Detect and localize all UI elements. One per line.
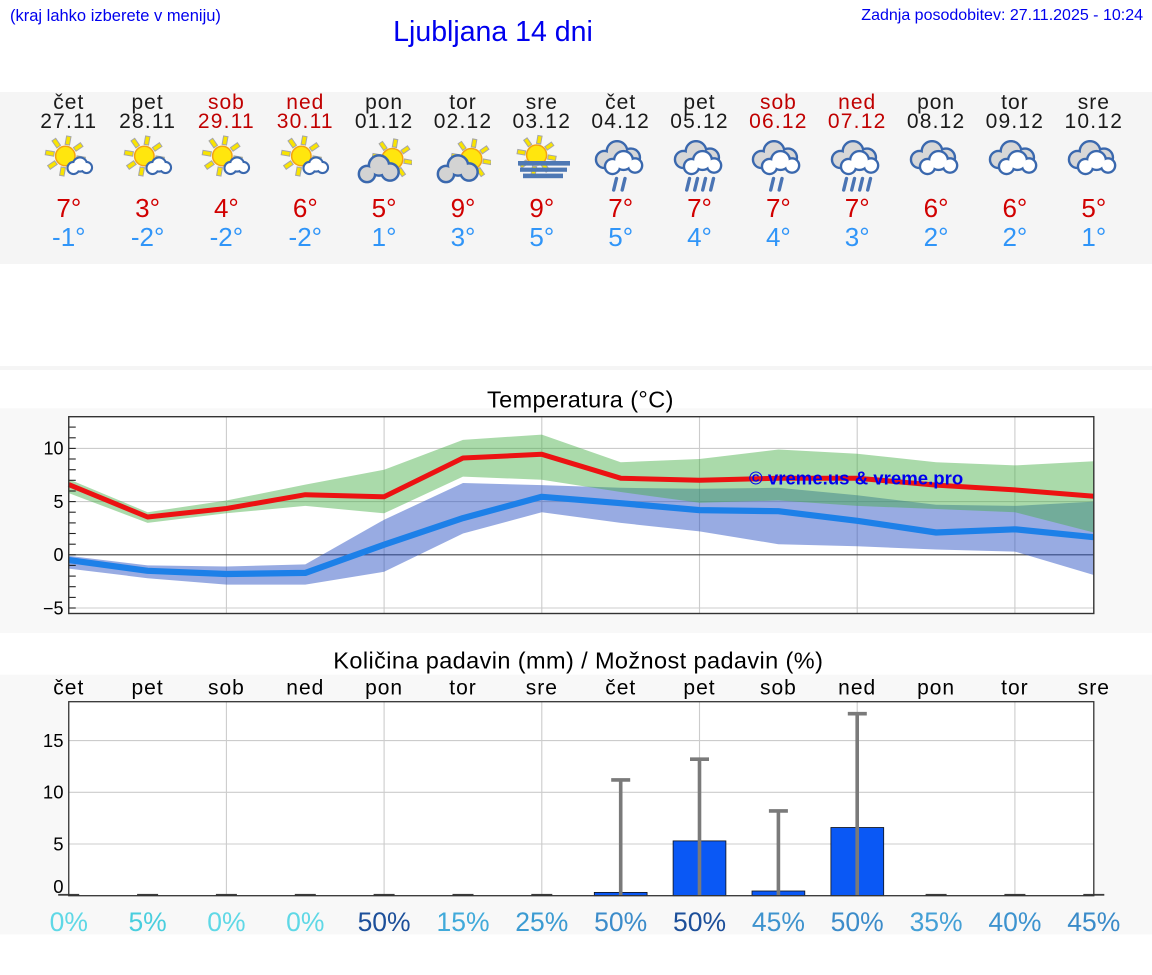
svg-text:0%: 0%: [207, 907, 245, 937]
svg-text:45%: 45%: [752, 907, 805, 937]
svg-text:čet: čet: [605, 677, 636, 700]
svg-text:0%: 0%: [286, 907, 324, 937]
svg-text:čet: čet: [53, 677, 84, 700]
svg-text:ned: ned: [286, 677, 324, 700]
svg-text:pon: pon: [917, 677, 955, 700]
svg-text:50%: 50%: [831, 907, 884, 937]
svg-text:pet: pet: [131, 677, 163, 700]
svg-text:0: 0: [53, 876, 63, 897]
svg-text:35%: 35%: [910, 907, 963, 937]
svg-text:40%: 40%: [988, 907, 1041, 937]
svg-text:sre: sre: [526, 677, 558, 700]
svg-text:0: 0: [53, 545, 63, 565]
svg-text:50%: 50%: [673, 907, 726, 937]
svg-text:Količina padavin (mm) / Možnos: Količina padavin (mm) / Možnost padavin …: [333, 647, 823, 673]
svg-text:50%: 50%: [594, 907, 647, 937]
svg-text:pet: pet: [683, 677, 715, 700]
svg-text:© vreme.us & vreme.pro: © vreme.us & vreme.pro: [749, 467, 963, 488]
svg-text:15%: 15%: [436, 907, 489, 937]
svg-text:25%: 25%: [515, 907, 568, 937]
svg-text:10: 10: [43, 782, 64, 803]
svg-text:50%: 50%: [358, 907, 411, 937]
svg-text:pon: pon: [365, 677, 403, 700]
svg-text:5: 5: [53, 492, 63, 512]
svg-text:tor: tor: [1001, 677, 1029, 700]
svg-text:sob: sob: [760, 677, 797, 700]
svg-text:45%: 45%: [1067, 907, 1120, 937]
svg-text:15: 15: [43, 730, 64, 751]
svg-text:ned: ned: [838, 677, 876, 700]
svg-text:0%: 0%: [50, 907, 88, 937]
svg-text:sob: sob: [208, 677, 245, 700]
svg-text:−5: −5: [43, 598, 64, 618]
svg-text:tor: tor: [449, 677, 477, 700]
svg-text:sre: sre: [1078, 677, 1110, 700]
svg-text:5%: 5%: [128, 907, 166, 937]
svg-text:5: 5: [53, 833, 63, 854]
svg-text:Temperatura (°C): Temperatura (°C): [487, 387, 674, 413]
svg-text:10: 10: [43, 439, 63, 459]
